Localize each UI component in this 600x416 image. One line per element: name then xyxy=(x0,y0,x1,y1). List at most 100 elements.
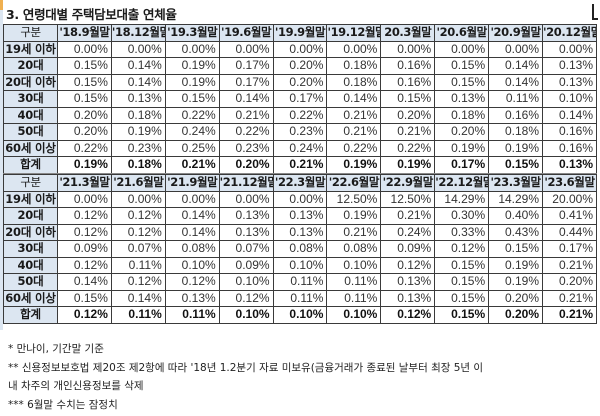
rate-cell: 0.12% xyxy=(218,289,274,307)
rate-cell: 0.15% xyxy=(164,90,220,108)
rate-cell: 0.20% xyxy=(57,123,112,141)
column-header: '21.9월말 xyxy=(164,174,220,192)
column-header: '19.3월말 xyxy=(164,24,220,42)
rate-cell: 0.13% xyxy=(272,207,328,225)
rate-cell: 0.00% xyxy=(326,40,382,58)
rate-cell: 0.14% xyxy=(110,73,166,91)
rate-cell: 0.12% xyxy=(380,256,436,274)
rate-cell: 0.24% xyxy=(272,139,328,157)
row-label: 20대 이하 xyxy=(3,73,58,91)
table-row: 60세 이상 0.15% 0.14% 0.13% 0.12% 0.11% 0.11% 0.13… xyxy=(3,289,597,307)
rate-cell: 0.08% xyxy=(272,240,328,258)
column-header: '22.6월말 xyxy=(326,174,382,192)
rate-cell: 0.21% xyxy=(326,106,382,124)
rate-cell: 20.00% xyxy=(542,190,597,208)
rate-cell: 0.12% xyxy=(57,256,112,274)
rate-cell: 0.07% xyxy=(218,240,274,258)
rate-cell: 0.16% xyxy=(380,73,436,91)
rate-cell: 0.15% xyxy=(434,73,490,91)
rate-cell: 0.00% xyxy=(380,40,436,58)
column-header: '22.9월말 xyxy=(380,174,436,192)
rate-cell: 0.19% xyxy=(488,139,544,157)
rate-cell: 0.14% xyxy=(110,289,166,307)
rate-cell: 0.00% xyxy=(272,190,328,208)
rate-cell: 0.17% xyxy=(218,57,274,75)
rate-cell: 0.12% xyxy=(164,273,220,291)
rate-cell: 0.19% xyxy=(380,156,436,174)
rate-cell: 0.19% xyxy=(57,156,112,174)
rate-cell: 0.00% xyxy=(542,40,597,58)
rate-cell: 0.17% xyxy=(218,73,274,91)
column-header: '18.9월말 xyxy=(57,24,112,42)
rate-cell: 0.13% xyxy=(542,73,597,91)
rate-cell: 0.14% xyxy=(57,273,112,291)
rate-cell: 0.22% xyxy=(380,139,436,157)
column-header: '21.6월말 xyxy=(110,174,166,192)
rate-cell: 0.09% xyxy=(57,240,112,258)
rate-cell: 0.19% xyxy=(110,123,166,141)
rate-cell: 12.50% xyxy=(326,190,382,208)
row-header-label: 구분 xyxy=(3,174,58,192)
row-header-label: 구분 xyxy=(3,24,58,42)
column-header: 20.3월말 xyxy=(380,24,436,42)
rate-cell: 0.15% xyxy=(434,289,490,307)
rate-cell: 0.19% xyxy=(164,57,220,75)
rate-cell: 0.00% xyxy=(164,40,220,58)
column-header: '20.9월말 xyxy=(488,24,544,42)
row-label: 40대 xyxy=(3,106,58,124)
table-row: 60세 이상 0.22% 0.23% 0.25% 0.23% 0.24% 0.22% 0.22… xyxy=(3,139,597,157)
rate-cell: 0.14% xyxy=(164,223,220,241)
rate-cell: 0.13% xyxy=(218,223,274,241)
rate-cell: 0.21% xyxy=(272,156,328,174)
rate-cell: 0.10% xyxy=(164,256,220,274)
rate-cell: 0.20% xyxy=(488,306,544,324)
rate-cell: 0.12% xyxy=(110,207,166,225)
rate-cell: 0.16% xyxy=(542,123,597,141)
row-label: 50대 xyxy=(3,123,58,141)
rate-cell: 0.33% xyxy=(434,223,490,241)
row-label: 20대 이하 xyxy=(3,223,58,241)
rate-cell: 0.13% xyxy=(542,156,597,174)
row-label: 50대 xyxy=(3,273,58,291)
table-header-row: 구분 '21.3월말 '21.6월말 '21.9월말 '21.12월말 '22.3월말 '2… xyxy=(3,174,597,192)
column-header: '23.3월말 xyxy=(488,174,544,192)
total-row: 합계 0.19% 0.18% 0.21% 0.20% 0.21% 0.19% 0.19% 0.1… xyxy=(3,156,597,174)
rate-cell: 0.10% xyxy=(542,90,597,108)
row-label: 20대 xyxy=(3,57,58,75)
rate-cell: 0.13% xyxy=(434,90,490,108)
rate-cell: 0.41% xyxy=(542,207,597,225)
rate-cell: 0.13% xyxy=(380,273,436,291)
rate-cell: 0.20% xyxy=(57,106,112,124)
rate-cell: 0.15% xyxy=(57,57,112,75)
table-row: 19세 이하 0.00% 0.00% 0.00% 0.00% 0.00% 12.50% 12.… xyxy=(3,190,597,208)
table-header-row: 구분 '18.9월말 '18.12월말 '19.3월말 '19.6월말 '19.9월말 '1… xyxy=(3,24,597,42)
rate-cell: 0.23% xyxy=(110,139,166,157)
rate-cell: 0.21% xyxy=(164,156,220,174)
rate-cell: 12.50% xyxy=(380,190,436,208)
rate-cell: 0.14% xyxy=(488,73,544,91)
rate-cell: 0.20% xyxy=(434,123,490,141)
rate-cell: 0.14% xyxy=(110,57,166,75)
rate-cell: 0.00% xyxy=(272,40,328,58)
rate-cell: 0.13% xyxy=(110,90,166,108)
column-header: '22.3월말 xyxy=(272,174,328,192)
rate-cell: 0.24% xyxy=(164,123,220,141)
rate-cell: 0.19% xyxy=(488,273,544,291)
rate-cell: 0.20% xyxy=(272,73,328,91)
rate-cell: 0.12% xyxy=(380,306,436,324)
footnote: *** 6월말 수치는 잠정치 xyxy=(8,398,118,411)
rate-cell: 0.21% xyxy=(542,289,597,307)
footnote: ** 신용정보보호법 제20조 제2항에 따라 '18년 1.2분기 자료 미보… xyxy=(8,361,484,374)
rate-cell: 0.19% xyxy=(326,156,382,174)
column-header: '20.6월말 xyxy=(434,24,490,42)
rate-cell: 0.22% xyxy=(218,123,274,141)
rate-cell: 0.15% xyxy=(434,256,490,274)
row-label: 60세 이상 xyxy=(3,139,58,157)
rate-cell: 0.25% xyxy=(164,139,220,157)
rate-cell: 0.00% xyxy=(218,190,274,208)
rate-cell: 0.11% xyxy=(326,273,382,291)
rate-cell: 0.11% xyxy=(272,273,328,291)
rate-cell: 0.21% xyxy=(380,123,436,141)
rate-cell: 0.07% xyxy=(110,240,166,258)
rate-cell: 0.11% xyxy=(488,90,544,108)
